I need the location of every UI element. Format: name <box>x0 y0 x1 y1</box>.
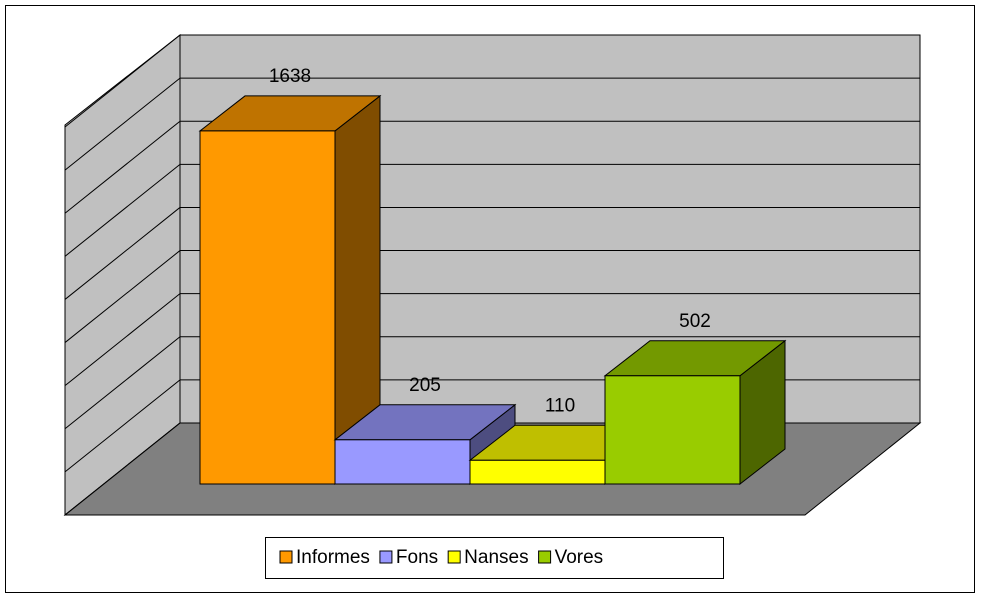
bars: 1638 205 110 502 <box>198 66 787 486</box>
side-grid-line <box>64 250 181 343</box>
side-grid-line <box>64 163 181 257</box>
legend-label: Nanses <box>464 547 528 568</box>
bar-front <box>334 439 471 485</box>
side-grid-line <box>64 207 181 300</box>
side-grid-line <box>64 34 181 128</box>
bar-front <box>604 375 741 485</box>
legend-label: Informes <box>296 547 370 568</box>
bar-front <box>199 130 336 485</box>
side-grid-line <box>64 293 181 387</box>
legend-swatch <box>379 550 393 564</box>
side-grid-line <box>64 77 181 171</box>
legend-swatch <box>447 550 461 564</box>
bar <box>603 339 787 486</box>
legend-label: Fons <box>396 547 438 568</box>
data-label: 205 <box>409 375 441 396</box>
data-label: 502 <box>679 311 711 332</box>
side-grid-line <box>64 336 181 430</box>
legend-swatch <box>538 550 552 564</box>
side-grid-line <box>64 422 181 516</box>
side-grid-line <box>64 120 181 214</box>
bar <box>198 94 382 486</box>
legend-label: Vores <box>555 547 604 568</box>
legend-items: Informes Fons Nanses Vores <box>279 547 604 568</box>
data-label: 1638 <box>269 66 311 87</box>
side-grid-line <box>64 379 181 473</box>
legend-swatch <box>279 550 293 564</box>
legend <box>265 537 724 579</box>
data-label: 110 <box>545 395 575 416</box>
bar-front <box>469 459 606 485</box>
